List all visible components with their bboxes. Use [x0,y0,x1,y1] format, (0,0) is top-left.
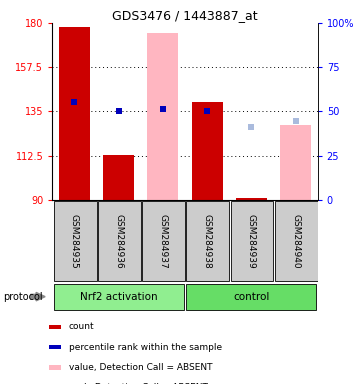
Text: protocol: protocol [4,291,43,302]
Bar [147,33,178,200]
Text: percentile rank within the sample: percentile rank within the sample [69,343,222,352]
Bar [49,365,61,369]
Bar [275,200,318,281]
Bar [59,27,90,200]
Bar [54,284,184,310]
Text: value, Detection Call = ABSENT: value, Detection Call = ABSENT [69,363,212,372]
Bar [280,125,311,200]
Title: GDS3476 / 1443887_at: GDS3476 / 1443887_at [112,9,258,22]
Text: Nrf2 activation: Nrf2 activation [80,291,157,302]
Text: GSM284939: GSM284939 [247,214,256,268]
Bar [142,200,185,281]
Text: GSM284937: GSM284937 [158,214,168,268]
Text: control: control [233,291,270,302]
Text: GSM284935: GSM284935 [70,214,79,268]
Bar [192,101,223,200]
Bar [98,200,141,281]
Text: count: count [69,323,95,331]
Bar [54,200,97,281]
Text: rank, Detection Call = ABSENT: rank, Detection Call = ABSENT [69,383,208,384]
Bar [49,325,61,329]
Bar [49,345,61,349]
Bar [231,200,274,281]
Bar [186,284,316,310]
Text: GSM284940: GSM284940 [291,214,300,268]
Text: GSM284938: GSM284938 [203,214,212,268]
Text: GSM284936: GSM284936 [114,214,123,268]
Bar [186,200,229,281]
Bar [103,154,134,200]
Bar [236,198,267,200]
